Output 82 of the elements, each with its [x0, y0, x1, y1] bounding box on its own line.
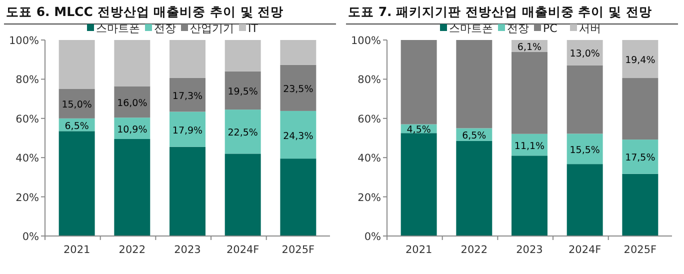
legend-label: IT	[248, 22, 258, 35]
y-tick-label: 40%	[16, 152, 40, 165]
legend-label: 산업기기	[190, 22, 234, 35]
x-tick-label: 2025F	[624, 244, 657, 256]
y-tick-label: 80%	[358, 74, 382, 86]
data-label: 17,3%	[172, 90, 203, 102]
bar	[400, 40, 437, 124]
x-tick-label: 2023	[174, 244, 201, 256]
bar	[58, 40, 95, 89]
bar	[622, 140, 658, 174]
bar	[170, 40, 206, 78]
y-tick-label: 20%	[358, 192, 382, 204]
bar	[280, 40, 316, 65]
bar	[566, 134, 603, 164]
data-label: 23,5%	[283, 84, 314, 95]
bar	[280, 158, 316, 236]
bar	[58, 131, 95, 236]
y-tick-label: 60%	[358, 113, 382, 126]
bar	[566, 164, 603, 236]
data-label: 10,9%	[117, 124, 148, 136]
y-tick-label: 100%	[8, 35, 40, 47]
y-tick-label: 60%	[16, 113, 40, 126]
bar	[114, 138, 150, 236]
y-tick-label: 80%	[16, 74, 40, 86]
data-label: 6,5%	[462, 130, 486, 142]
x-tick-label: 2022	[460, 244, 488, 256]
chart-title: 도표 7. 패키지기판 전방산업 매출비중 추이 및 전망	[348, 4, 652, 19]
bar	[170, 78, 206, 112]
legend-label: 스마트폰	[96, 22, 140, 35]
x-tick-label: 2021	[405, 244, 432, 256]
bar	[114, 86, 150, 118]
legend-label: PC	[543, 22, 558, 35]
bar	[280, 64, 316, 111]
y-tick-label: 0%	[364, 231, 382, 243]
bar	[622, 174, 658, 236]
data-label: 16,0%	[117, 98, 148, 109]
x-tick-label: 2023	[516, 244, 543, 256]
data-label: 22,5%	[228, 128, 258, 139]
bar	[622, 78, 658, 140]
data-label: 17,9%	[172, 125, 203, 136]
legend-label: 전장	[507, 22, 529, 35]
y-tick-label: 20%	[16, 192, 40, 204]
y-tick-label: 100%	[350, 35, 382, 47]
bar	[456, 40, 492, 128]
bar	[58, 89, 95, 118]
data-label: 6,5%	[64, 120, 89, 132]
bar	[512, 52, 548, 134]
bar	[512, 156, 548, 236]
data-label: 15,0%	[62, 100, 92, 111]
bar	[114, 40, 150, 86]
bar	[280, 110, 316, 159]
legend-label: 서버	[579, 22, 601, 35]
bar	[224, 154, 261, 236]
bar	[170, 146, 206, 236]
y-tick-label: 40%	[358, 152, 382, 165]
bar	[566, 40, 603, 66]
data-label: 13,0%	[570, 48, 600, 60]
bar	[566, 65, 603, 134]
x-tick-label: 2024F	[226, 244, 260, 256]
bar	[170, 112, 206, 147]
data-label: 24,3%	[283, 130, 314, 142]
chart-title: 도표 6. MLCC 전방산업 매출비중 추이 및 전망	[6, 4, 284, 19]
data-label: 15,5%	[570, 144, 600, 156]
data-label: 4,5%	[406, 124, 431, 136]
data-label: 11,1%	[514, 140, 545, 152]
data-label: 19,4%	[625, 55, 656, 66]
bar	[224, 71, 261, 110]
x-tick-label: 2025F	[282, 244, 315, 256]
y-tick-label: 0%	[22, 231, 40, 243]
legend-label: 스마트폰	[449, 22, 493, 35]
data-label: 6,1%	[517, 42, 542, 53]
bar	[400, 133, 437, 236]
bar	[224, 110, 261, 154]
legend-label: 전장	[154, 22, 176, 35]
data-label: 19,5%	[228, 86, 258, 98]
x-tick-label: 2024F	[568, 244, 602, 256]
x-tick-label: 2021	[63, 244, 90, 256]
data-label: 17,5%	[625, 152, 656, 164]
x-tick-label: 2022	[118, 244, 146, 256]
bar	[622, 40, 658, 78]
bar	[224, 40, 261, 72]
bar	[456, 140, 492, 236]
